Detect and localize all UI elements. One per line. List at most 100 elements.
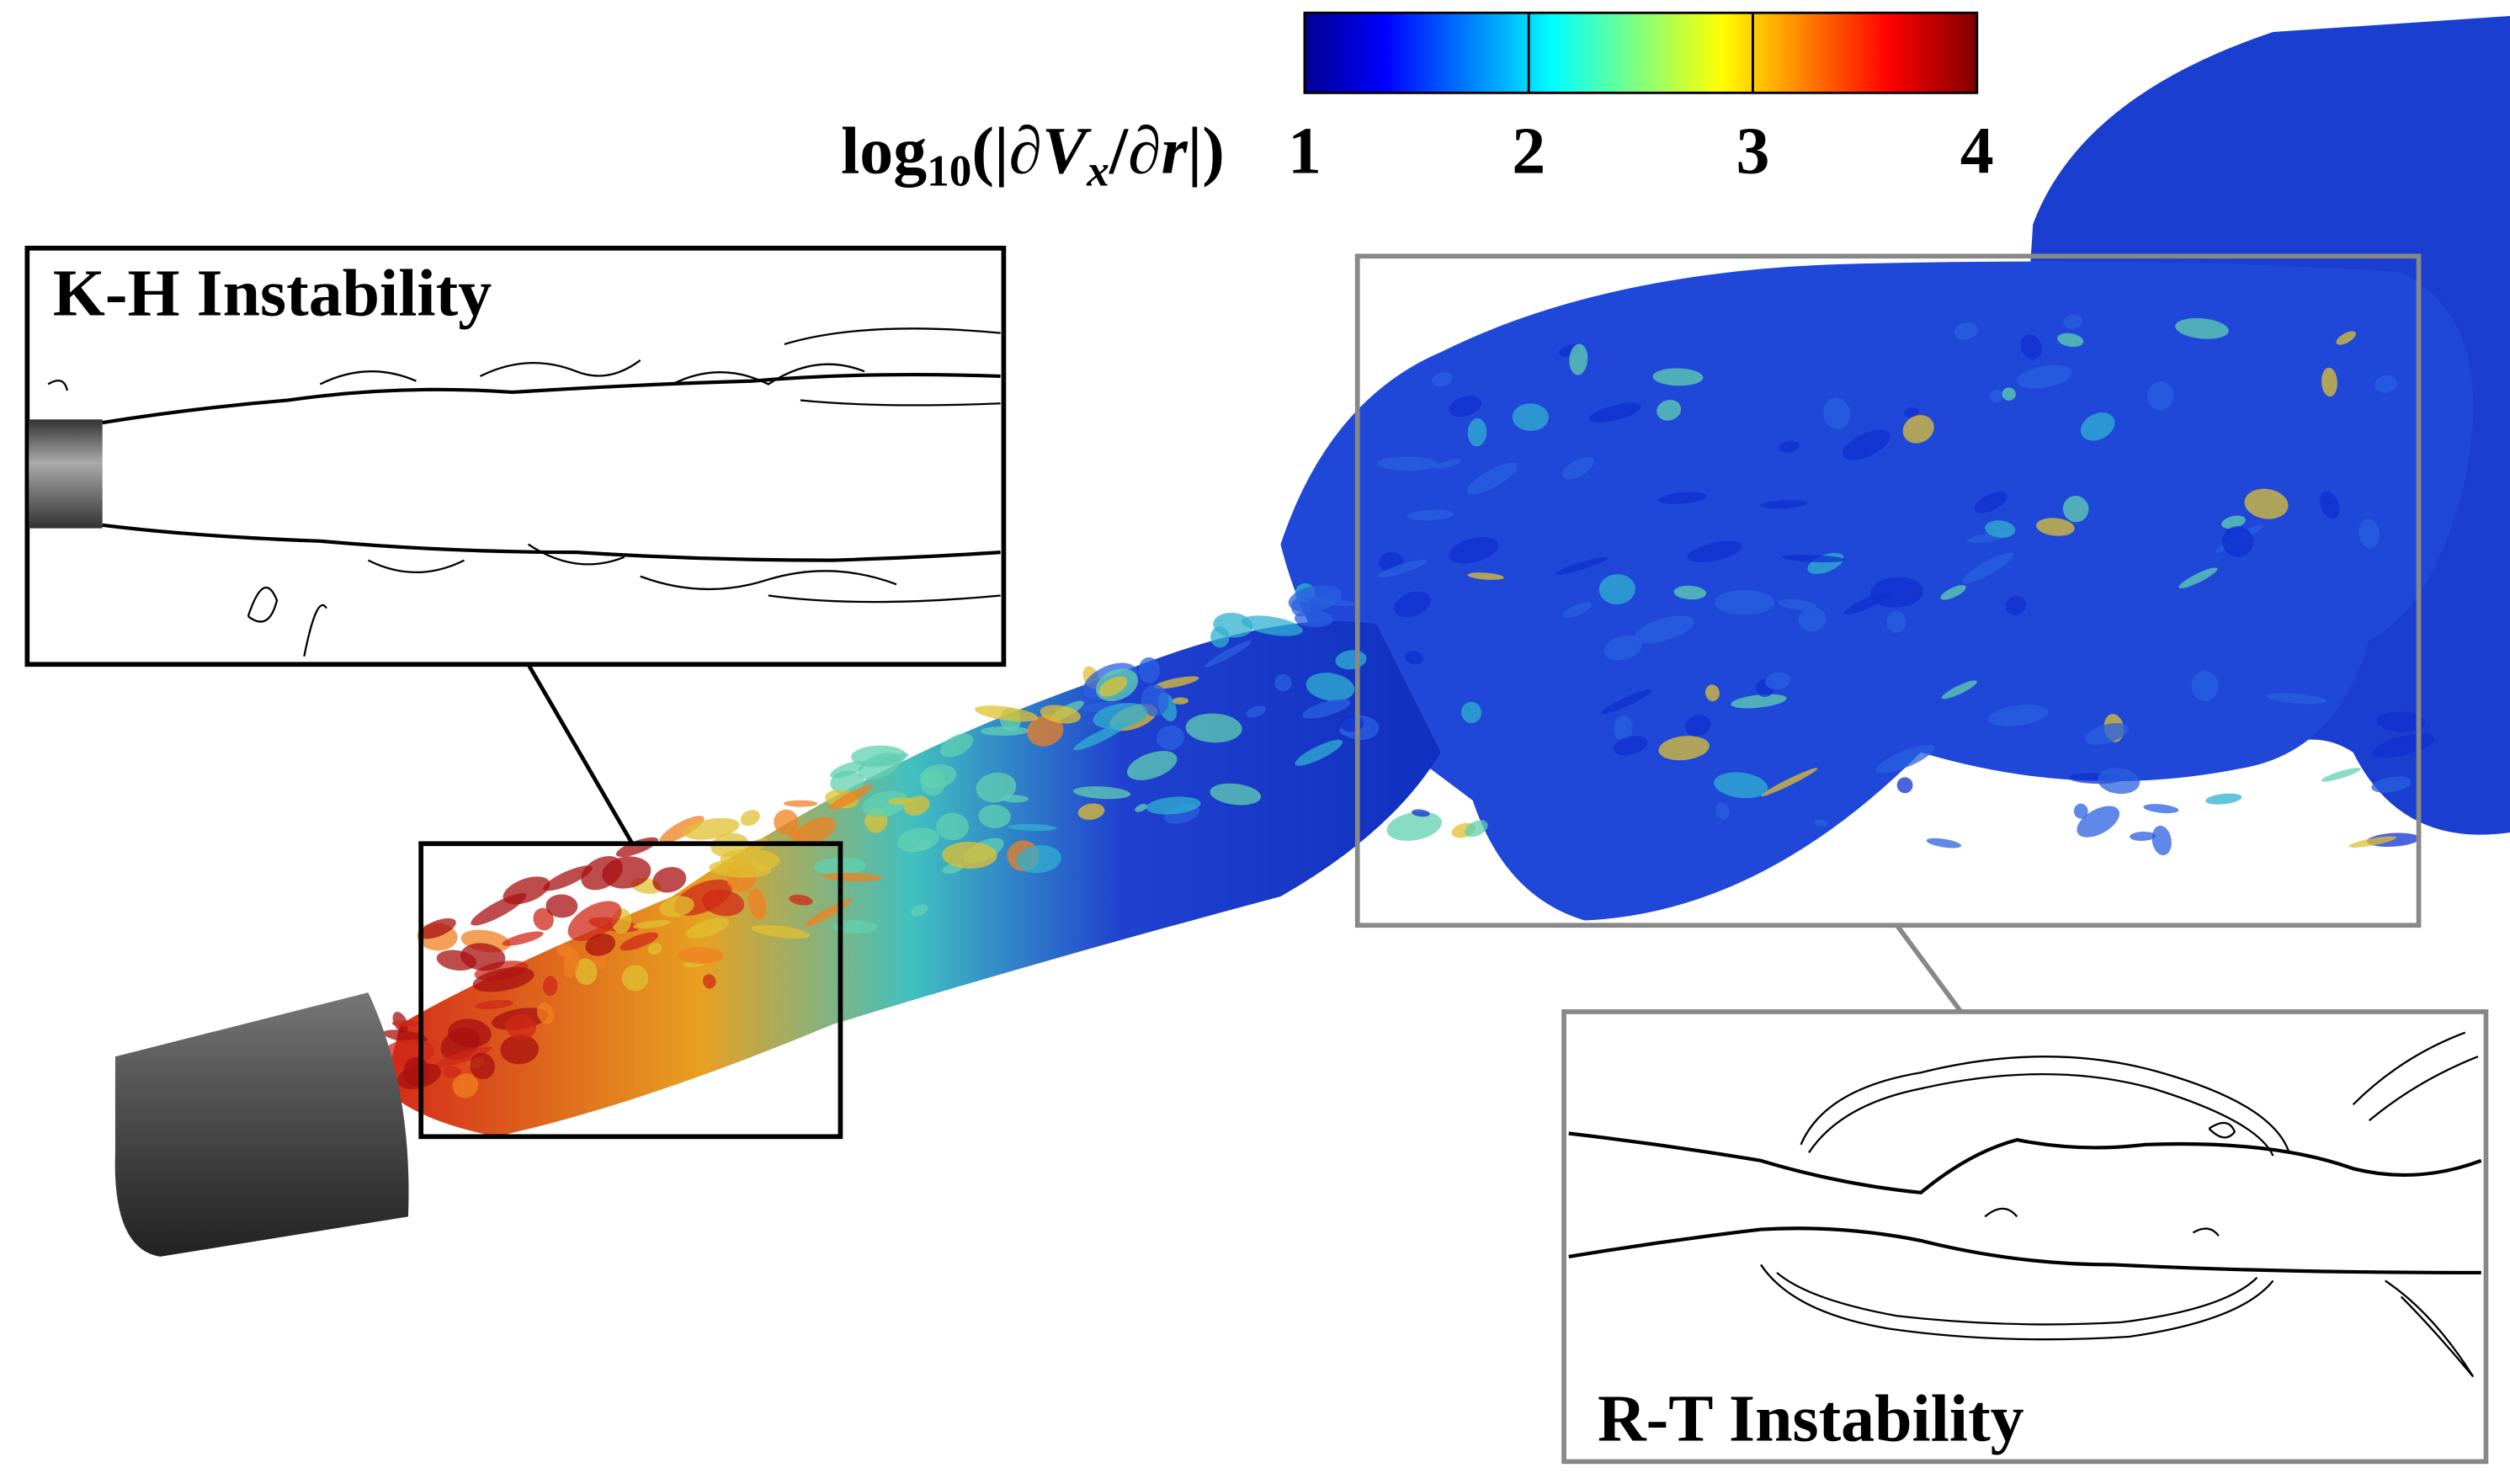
surface-patch: [1869, 577, 1924, 608]
label-part: |): [1188, 114, 1225, 188]
surface-patch: [1902, 415, 1934, 444]
surface-patch: [1432, 372, 1453, 387]
surface-patch: [543, 865, 593, 891]
surface-patch: [1886, 611, 1906, 633]
surface-patch: [2321, 367, 2337, 397]
surface-patch: [574, 958, 598, 986]
surface-patch: [1903, 407, 1919, 418]
surface-patch: [751, 924, 811, 939]
plume-body: [384, 620, 1441, 1137]
surface-patch: [1173, 697, 1189, 705]
surface-patch: [503, 876, 550, 905]
surface-patch: [1007, 823, 1057, 832]
surface-patch: [1601, 689, 1652, 715]
surface-patch: [1814, 819, 1829, 827]
surface-patch: [919, 764, 957, 789]
surface-patch: [620, 932, 659, 951]
surface-patch: [940, 733, 974, 758]
surface-patch: [460, 943, 506, 971]
surface-patch: [1467, 572, 1504, 580]
surface-patch: [822, 872, 883, 882]
colorbar-gradient: [1303, 11, 1979, 94]
surface-patch: [1842, 429, 1890, 460]
surface-patch: [1464, 820, 1488, 838]
surface-patch: [1715, 589, 1775, 615]
surface-patch: [789, 894, 813, 906]
surface-patch: [581, 856, 623, 891]
surface-patch: [830, 760, 867, 779]
surface-patch: [2036, 518, 2075, 536]
surface-patch: [2221, 525, 2254, 557]
colorbar-tick-label: 1: [1288, 114, 1321, 188]
label-part: 10: [927, 146, 971, 196]
surface-patch: [1153, 676, 1199, 689]
surface-patch: [1073, 721, 1129, 751]
surface-patch: [747, 888, 767, 920]
surface-patch: [1377, 560, 1428, 577]
label-part: (|∂: [971, 114, 1042, 188]
surface-patch: [1684, 715, 1711, 737]
colorbar-label: log10(|∂Vx/∂r|): [841, 114, 1225, 195]
surface-patch: [533, 907, 554, 931]
surface-patch: [1777, 598, 1816, 610]
surface-patch: [1242, 615, 1303, 636]
contour: [102, 372, 1001, 425]
surface-patch: [1989, 389, 2003, 402]
surface-patch: [1656, 399, 1682, 421]
surface-patch: [1985, 520, 2016, 538]
surface-patch: [1562, 456, 1594, 480]
surface-patch: [975, 705, 1039, 722]
contour: [1568, 1131, 2482, 1195]
surface-patch: [686, 918, 730, 939]
zoom-box: [418, 841, 843, 1140]
surface-patch: [2266, 693, 2327, 705]
surface-patch: [1988, 705, 2049, 726]
surface-patch: [1040, 705, 1081, 724]
surface-patch: [1135, 804, 1147, 812]
label-part: x: [1086, 146, 1109, 196]
contour: [1568, 1226, 2481, 1275]
surface-patch: [502, 931, 544, 946]
surface-patch: [1941, 680, 1977, 699]
surface-patch: [536, 1003, 555, 1024]
contour: [1760, 1263, 2274, 1341]
surface-patch: [475, 999, 514, 1009]
colorbar-tick-label: 3: [1736, 114, 1769, 188]
surface-patch: [1411, 809, 1430, 817]
surface-patch: [1634, 615, 1694, 644]
surface-patch: [1687, 540, 1742, 563]
surface-patch: [659, 896, 694, 918]
surface-patch: [452, 1073, 479, 1098]
surface-patch: [976, 772, 1017, 803]
surface-patch: [2080, 412, 2115, 441]
surface-patch: [1027, 715, 1064, 747]
contour: [247, 543, 1001, 657]
surface-patch: [783, 800, 818, 807]
colorbar: 1 2 3 4 log10(|∂Vx/∂r|): [841, 11, 1994, 196]
surface-patch: [1962, 552, 2014, 584]
surface-patch: [2151, 825, 2172, 856]
surface-patch: [1306, 673, 1355, 701]
surface-patch: [506, 1013, 536, 1040]
surface-patch: [1185, 713, 1242, 743]
surface-patch: [1246, 705, 1267, 718]
surface-patch: [448, 1019, 492, 1048]
surface-patch: [1386, 811, 1443, 841]
kh-inset: K-H Instability: [24, 245, 1007, 1140]
surface-patch: [652, 867, 687, 893]
surface-patch: [1673, 585, 1707, 600]
surface-patch: [391, 1019, 418, 1027]
surface-patch: [2062, 495, 2089, 523]
contour: [102, 523, 1001, 562]
surface-patch: [543, 976, 558, 997]
surface-patch: [701, 889, 745, 917]
surface-patch: [1563, 602, 1592, 618]
surface-patch: [1875, 744, 1935, 774]
surface-patch: [1204, 641, 1252, 668]
surface-patch: [1613, 736, 1648, 756]
surface-patch: [2358, 519, 2380, 549]
surface-patch: [1156, 725, 1185, 750]
surface-patch: [2191, 671, 2219, 701]
surface-patch: [563, 949, 580, 978]
